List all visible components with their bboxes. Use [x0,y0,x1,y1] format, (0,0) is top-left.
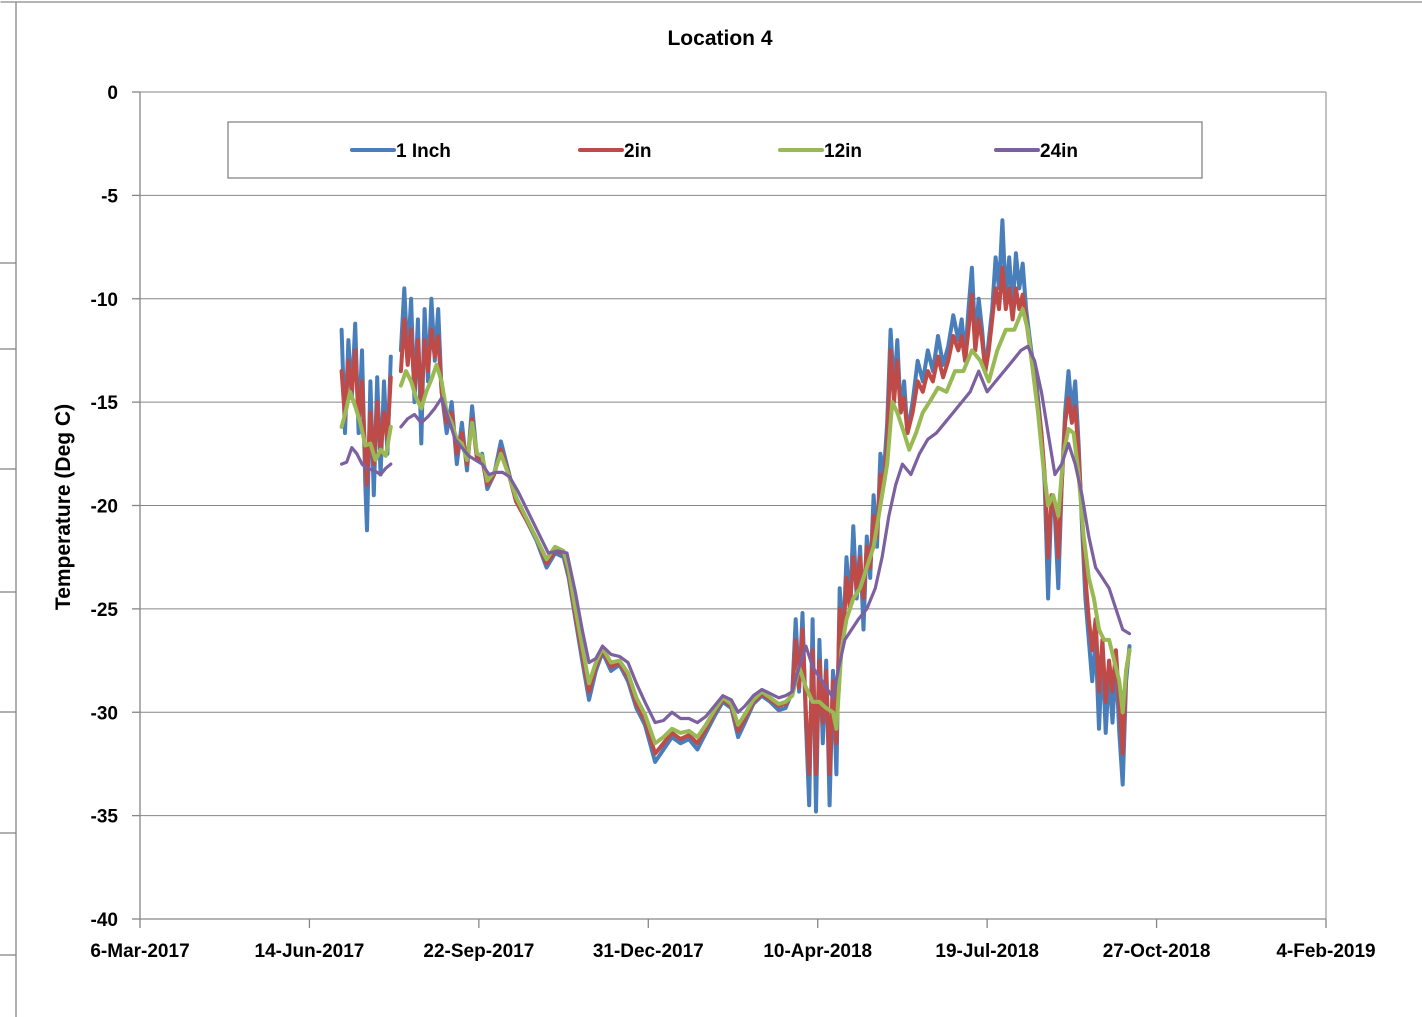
series-line-12in-segment-1 [339,389,393,462]
y-tick-labels: 0 -5 -10 -15 -20 -25 -30 -35 -40 [91,83,119,931]
y-tick-label: -5 [101,186,118,207]
y-axis-title: Temperature (Deg C) [52,404,75,610]
outer-frame-ticks [0,262,16,956]
axes [132,91,1327,928]
x-tick-label: 31-Dec-2017 [593,941,704,962]
series-line-2in-segment-1 [339,348,393,487]
legend-label: 12in [824,141,862,162]
gridlines [140,91,1327,919]
x-tick-label: 10-Apr-2018 [763,941,872,962]
series-line-12in-segment-2 [398,307,1132,746]
y-tick-label: -10 [91,290,118,311]
x-tick-label: 19-Jul-2018 [935,941,1039,962]
y-tick-label: -40 [91,910,118,931]
x-tick-label: 6-Mar-2017 [90,941,189,962]
y-tick-label: 0 [107,83,118,104]
x-tick-label: 4-Feb-2019 [1276,941,1375,962]
y-tick-label: -35 [91,807,119,828]
legend-label: 1 Inch [396,141,451,162]
series-lines [339,218,1132,814]
series-line-24in-segment-2 [399,344,1132,725]
legend-label: 24in [1040,141,1078,162]
y-tick-label: -15 [91,393,119,414]
y-tick-label: -30 [91,703,118,724]
x-tick-label: 27-Oct-2018 [1103,941,1211,962]
y-tick-label: -20 [91,497,118,518]
x-tick-label: 14-Jun-2017 [255,941,365,962]
series-line-24in-segment-1 [340,446,393,477]
x-tick-labels: 6-Mar-2017 14-Jun-2017 22-Sep-2017 31-Dec-2… [90,941,1375,962]
legend-label: 2in [624,141,651,162]
legend: 1 Inch 2in 12in 24in [227,121,1203,179]
y-tick-label: -25 [91,600,119,621]
chart-title: Location 4 [667,27,772,50]
x-tick-label: 22-Sep-2017 [423,941,534,962]
